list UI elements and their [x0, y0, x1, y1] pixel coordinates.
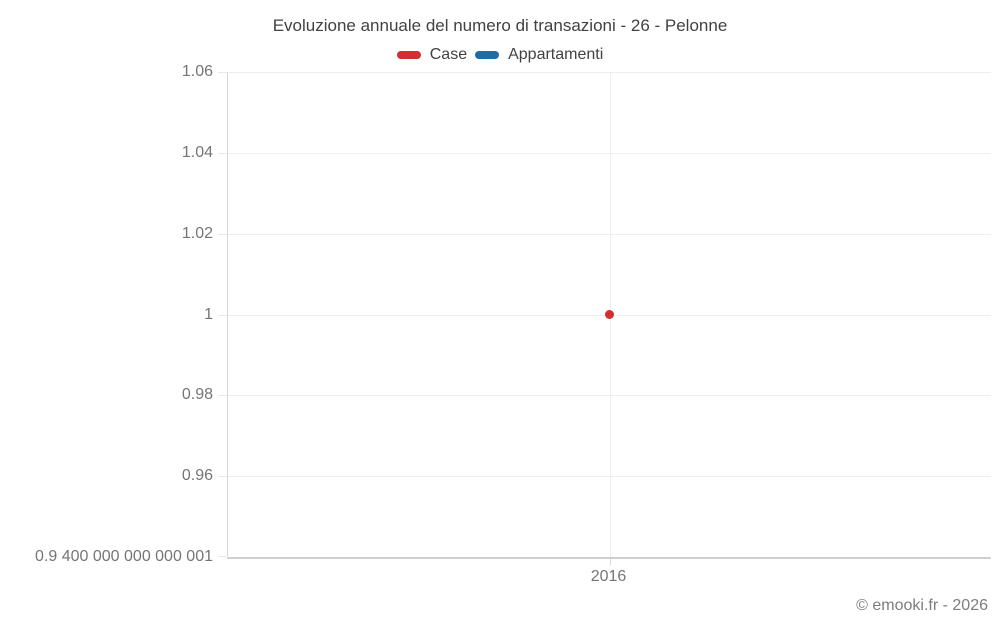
y-axis-tick	[218, 152, 228, 154]
y-axis-tick	[218, 395, 228, 397]
legend-swatch-icon	[396, 51, 421, 59]
y-axis-tick	[218, 233, 228, 235]
footer-credit: © emooki.fr - 2026	[856, 597, 988, 614]
plot-area	[218, 72, 991, 565]
legend-label: Appartamenti	[508, 46, 604, 63]
legend-item-appartamenti[interactable]: Appartamenti	[475, 46, 603, 64]
y-axis-tick	[218, 476, 228, 478]
y-axis-label: 1.02	[181, 224, 213, 242]
y-axis-tick	[218, 72, 228, 73]
legend-swatch-icon	[475, 51, 500, 59]
y-axis-label: 1	[204, 305, 213, 323]
x-axis-tick	[609, 559, 611, 565]
y-axis-label: 0.96	[181, 467, 213, 485]
y-axis-label: 1.04	[181, 143, 213, 161]
y-axis-tick	[218, 314, 228, 316]
chart-legend: Case Appartamenti	[0, 46, 1000, 64]
y-axis-label: 0.98	[181, 386, 213, 404]
legend-item-case[interactable]: Case	[396, 46, 468, 64]
y-axis-tick	[218, 556, 228, 557]
chart-title: Evoluzione annuale del numero di transaz…	[272, 16, 728, 35]
x-axis-label: 2016	[590, 568, 627, 585]
y-axis-label: 1.06	[181, 63, 213, 80]
legend-label: Case	[429, 46, 468, 63]
y-axis-label: 0.9 400 000 000 000 001	[35, 548, 213, 565]
data-point-case[interactable]	[605, 310, 614, 319]
